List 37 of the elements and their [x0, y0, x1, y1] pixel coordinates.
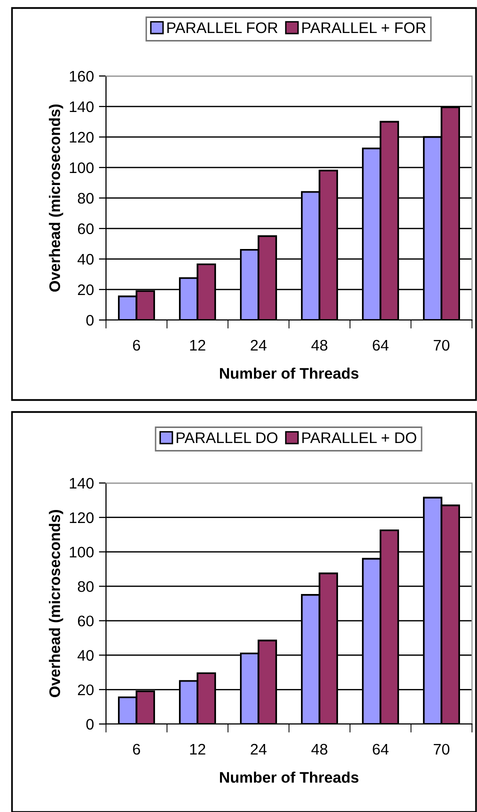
y-tick-label: 140: [70, 478, 94, 489]
y-tick-label: 20: [78, 684, 94, 696]
x-tick-label: 6: [133, 340, 140, 351]
x-axis-title: Number of Threads: [220, 368, 358, 379]
y-tick-label: 60: [78, 223, 94, 234]
y-tick-label: 40: [78, 650, 94, 661]
y-tick-label: 60: [78, 616, 94, 626]
y-axis-title: Overhead (microseconds): [48, 510, 64, 698]
y-tick-label: 100: [70, 546, 94, 558]
x-tick-label: 6: [133, 744, 140, 755]
y-tick-label: 120: [70, 512, 94, 524]
y-tick-label: 80: [78, 581, 94, 592]
x-tick-label: 64: [372, 744, 389, 755]
y-tick-label: 100: [70, 162, 94, 174]
y-tick-label: 140: [70, 101, 94, 112]
x-tick-label: 48: [311, 340, 328, 351]
y-tick-label: 0: [86, 718, 94, 730]
x-tick-label: 64: [372, 340, 389, 351]
x-tick-label: 70: [434, 340, 450, 351]
y-tick-label: 40: [78, 254, 94, 265]
y-tick-label: 80: [78, 192, 94, 204]
legend-label: PARALLEL + DO: [302, 432, 416, 444]
legend-label: PARALLEL DO: [176, 432, 278, 444]
y-tick-label: 160: [70, 70, 94, 82]
x-axis-title: Number of Threads: [220, 772, 358, 783]
x-tick-label: 24: [250, 744, 267, 755]
x-tick-label: 12: [190, 744, 206, 755]
x-tick-label: 48: [311, 744, 328, 755]
legend-label: PARALLEL + FOR: [302, 22, 426, 34]
y-tick-label: 0: [86, 314, 94, 326]
y-axis-title: Overhead (microseconds): [48, 104, 64, 292]
y-tick-label: 120: [70, 132, 94, 143]
x-tick-label: 24: [250, 340, 267, 351]
x-tick-label: 70: [434, 744, 450, 755]
x-tick-label: 12: [190, 340, 206, 351]
y-tick-label: 20: [78, 284, 94, 296]
legend-label: PARALLEL FOR: [167, 22, 278, 34]
